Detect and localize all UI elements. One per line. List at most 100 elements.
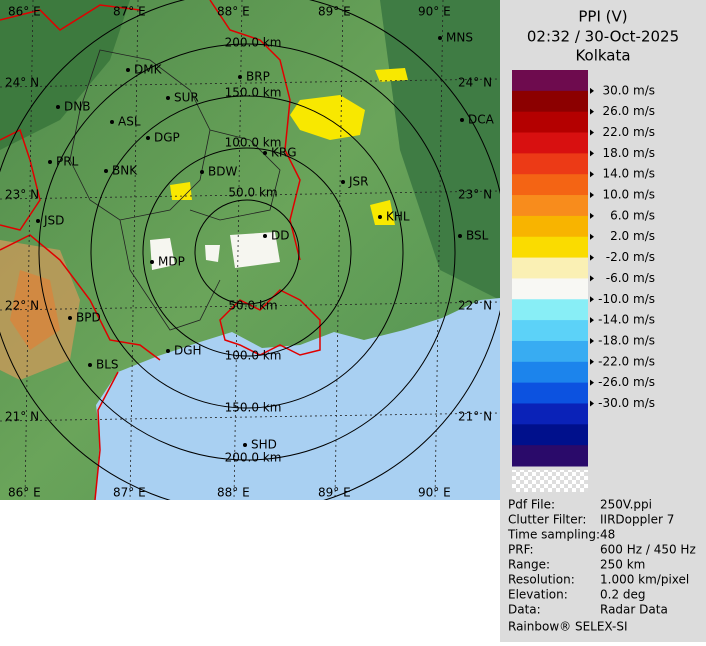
place-label: BRP [246,70,270,84]
place-dot [166,96,170,100]
longitude-label: 89° E [318,486,351,500]
place-label: BPD [76,311,101,325]
place-label: BLS [96,358,119,372]
datetime: 02:32 / 30-Oct-2025 [527,28,679,46]
latitude-label: 22° N [458,299,492,313]
longitude-label: 87° E [113,5,146,19]
place-label: BDW [208,165,237,179]
map: 86° E 87° E 88° E 89° E 90° E 86° E 87° E 88° E… [0,0,500,500]
place-dot [341,180,345,184]
range-rings [0,0,500,500]
range-label: 100.0 km [225,349,282,363]
legend-tick [590,337,594,344]
range-ring [38,43,456,461]
place-label: JSD [43,214,64,228]
info-label: Resolution: [508,573,575,587]
place-dot [68,316,72,320]
info-label: Clutter Filter: [508,513,586,527]
legend-band [512,320,588,342]
legend-tick [590,379,594,386]
legend-label: -26.0 m/s [598,375,655,389]
info-value: IIRDoppler 7 [600,513,674,527]
longitude-label: 89° E [318,5,351,19]
places: 86° E 87° E 88° E 89° E 90° E 86° E 87° E 88° E… [5,5,495,500]
range-ring [90,95,404,409]
echo-yellow [170,68,408,225]
legend-tick [590,233,594,240]
legend-label: 18.0 m/s [602,146,655,160]
place-dot [150,260,154,264]
place-dot [110,120,114,124]
place-dot [243,443,247,447]
highland [10,270,60,350]
latitude-label: 24° N [5,76,39,90]
legend-tick [590,296,594,303]
legend-label: -6.0 m/s [606,271,655,285]
hills [0,0,130,150]
sea [0,298,500,500]
place-label: DGP [154,131,180,145]
graticule [0,0,500,500]
longitude-label: 86° E [8,5,41,19]
info-value: 600 Hz / 450 Hz [600,543,696,557]
legend-tick [590,400,594,407]
legend-band [512,424,588,446]
legend-label: -14.0 m/s [598,313,655,327]
place-dot [263,234,267,238]
parallel [0,301,500,311]
latitude-label: 21° N [458,410,492,424]
legend-tick [590,129,594,136]
info-value: 48 [600,528,615,542]
info-value: 1.000 km/pixel [600,573,689,587]
legend-label: 30.0 m/s [602,83,655,97]
title: PPI (V) [578,8,627,26]
legend-band [512,445,588,467]
place-label: DNB [64,100,90,114]
place-label: DMK [134,63,163,77]
place-dot [263,151,267,155]
footer: Rainbow® SELEX-SI [508,620,628,634]
legend-band [512,215,588,238]
place-label: ASL [118,115,141,129]
place-label: DGH [174,344,202,358]
station: Kolkata [575,47,630,65]
place-label: KHL [386,210,410,224]
info-value: Radar Data [600,603,668,617]
latitude-label: 23° N [5,188,39,202]
legend-band [512,340,588,363]
place-label: MDP [158,255,185,269]
info-value: 0.2 deg [600,588,646,602]
place-dot [378,215,382,219]
range-label: 100.0 km [225,136,282,150]
legend-tick [590,358,594,365]
info-label: Elevation: [508,588,568,602]
meridian [334,0,344,500]
longitude-label: 90° E [418,486,451,500]
longitude-label: 88° E [217,486,250,500]
meridian [434,0,444,500]
legend-label: 14.0 m/s [602,167,655,181]
place-dot [48,160,52,164]
info-label: Data: [508,603,541,617]
place-label: SHD [251,438,277,452]
range-label: 50.0 km [228,299,277,313]
range-ring [194,199,300,305]
latitude-label: 22° N [5,299,39,313]
meridian [233,0,243,500]
place-dot [438,36,442,40]
legend-tick [590,275,594,282]
range-label: 150.0 km [225,86,282,100]
longitude-label: 88° E [217,5,250,19]
legend-label: -2.0 m/s [606,250,655,264]
info-label: Range: [508,558,550,572]
legend-band [512,174,588,196]
parallel [0,190,500,200]
legend-label: 10.0 m/s [602,188,655,202]
info-value: 250 km [600,558,645,572]
legend-label: -18.0 m/s [598,333,655,347]
meridian [129,0,139,500]
legend-tick [590,254,594,261]
range-label: 150.0 km [225,401,282,415]
range-label: 200.0 km [225,451,282,465]
